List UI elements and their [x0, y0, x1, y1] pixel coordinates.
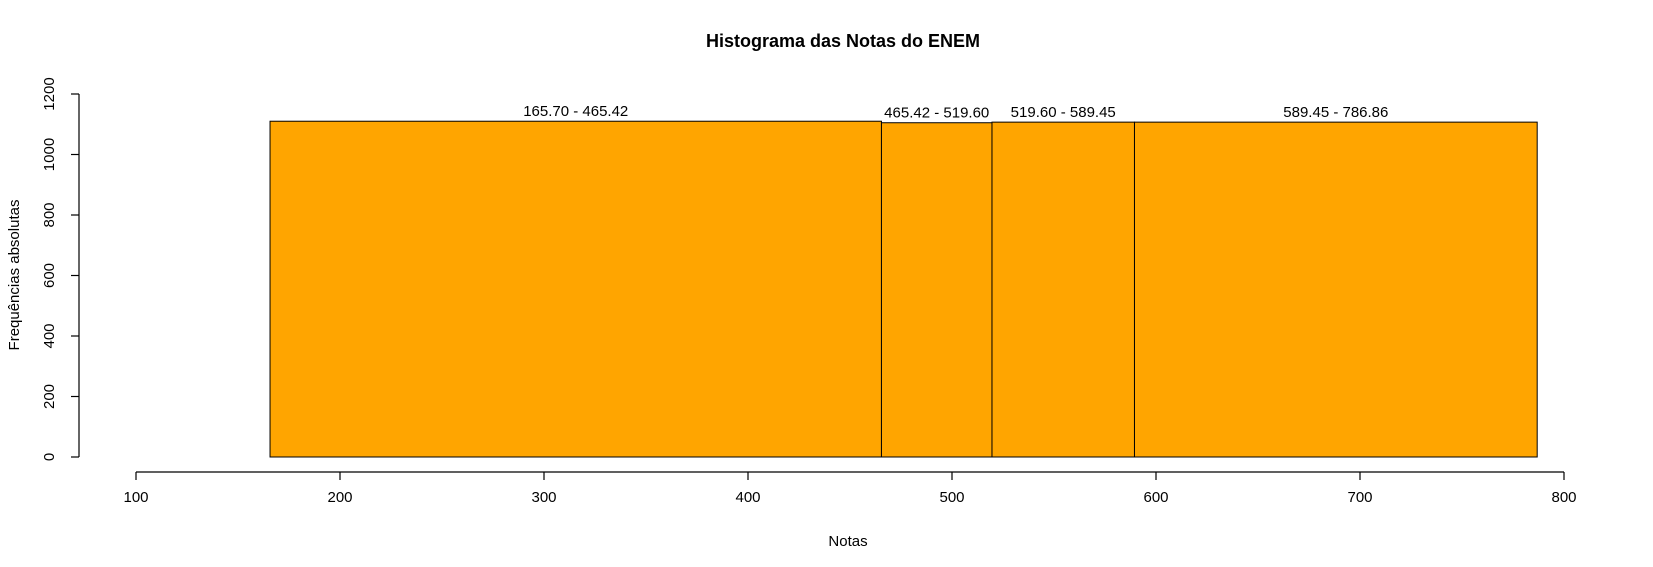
y-tick-label: 800	[41, 202, 58, 227]
bar-label: 519.60 - 589.45	[1011, 104, 1116, 121]
y-tick-label: 1000	[41, 138, 58, 171]
x-tick-label: 800	[1551, 489, 1576, 506]
bar-label: 165.70 - 465.42	[523, 103, 628, 120]
histogram-bar	[269, 120, 882, 458]
histogram-bar	[991, 121, 1135, 458]
bars-group	[269, 120, 1538, 458]
y-tick-label: 200	[41, 384, 58, 409]
bar-label: 465.42 - 519.60	[884, 105, 989, 122]
y-tick-label: 0	[41, 453, 58, 461]
y-tick-label: 1200	[41, 77, 58, 110]
x-axis-label: Notas	[828, 533, 867, 550]
histogram-bar	[1133, 121, 1538, 458]
x-tick-label: 200	[327, 489, 352, 506]
x-tick-label: 300	[531, 489, 556, 506]
y-tick-label: 400	[41, 323, 58, 348]
x-tick-label: 700	[1347, 489, 1372, 506]
histogram-bar	[880, 122, 993, 458]
y-axis: 0 200 400 600 800 1000 1200	[41, 77, 80, 461]
x-tick-label: 500	[939, 489, 964, 506]
chart-title: Histograma das Notas do ENEM	[706, 31, 980, 51]
y-axis-label: Frequências absolutas	[6, 200, 23, 351]
x-tick-label: 400	[735, 489, 760, 506]
x-tick-label: 100	[123, 489, 148, 506]
bar-labels-group: 165.70 - 465.42 465.42 - 519.60 519.60 - 5…	[523, 103, 1388, 122]
x-tick-label: 600	[1143, 489, 1168, 506]
x-axis: 100 200 300 400 500 600 700 800	[123, 471, 1577, 506]
bar-label: 589.45 - 786.86	[1283, 104, 1388, 121]
y-tick-label: 600	[41, 263, 58, 288]
